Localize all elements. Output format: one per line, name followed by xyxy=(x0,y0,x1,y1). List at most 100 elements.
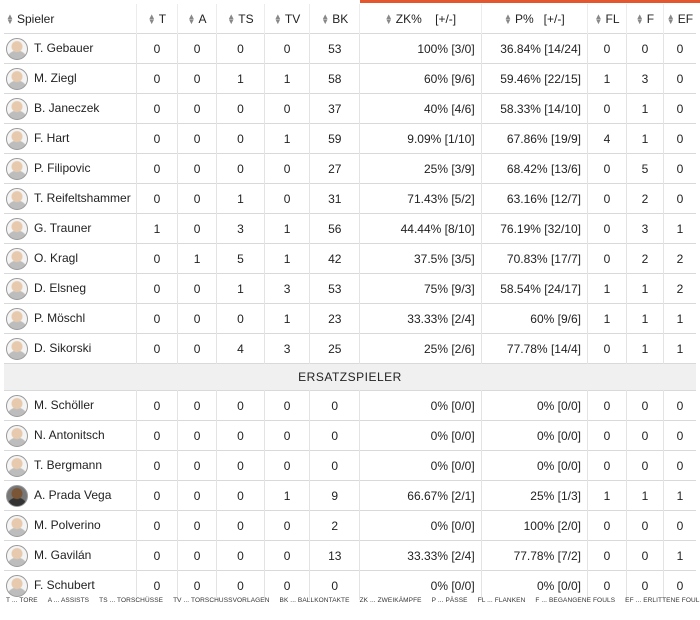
player-cell[interactable]: F. Hart xyxy=(4,123,137,154)
player-name: M. Ziegl xyxy=(34,70,77,85)
player-cell[interactable]: N. Antonitsch xyxy=(4,420,137,451)
stat-ef: 0 xyxy=(663,93,696,124)
avatar xyxy=(6,394,28,417)
table-row[interactable]: N. Antonitsch 0 0 0 0 0 0% [0/0] 0% [0/0] 0 0 0 xyxy=(4,420,696,451)
stat-ts: 0 xyxy=(216,450,265,481)
table-row[interactable]: D. Elsneg 0 0 1 3 53 75% [9/3] 58.54% [24/17] 1 1… xyxy=(4,273,696,304)
stat-f: 3 xyxy=(626,213,664,244)
player-cell[interactable]: B. Janeczek xyxy=(4,93,137,124)
table-row[interactable]: A. Prada Vega 0 0 0 1 9 66.67% [2/1] 25% [1/3] 1… xyxy=(4,480,696,511)
player-cell[interactable]: M. Ziegl xyxy=(4,63,137,94)
col-header-ts[interactable]: ▲ ▼ TS xyxy=(216,4,265,34)
player-name: T. Bergmann xyxy=(34,457,103,472)
stat-zk: 40% [4/6] xyxy=(359,93,482,124)
stat-ts: 0 xyxy=(216,570,265,600)
table-row[interactable]: T. Reifeltshammer 0 0 1 0 31 71.43% [5/2] 63.16… xyxy=(4,183,696,214)
player-cell[interactable]: D. Sikorski xyxy=(4,333,137,364)
stat-t: 0 xyxy=(136,390,179,421)
table-row[interactable]: G. Trauner 1 0 3 1 56 44.44% [8/10] 76.19% [32/… xyxy=(4,213,696,244)
table-row[interactable]: M. Ziegl 0 0 1 1 58 60% [9/6] 59.46% [22/15] 1 3 0 xyxy=(4,63,696,94)
player-cell[interactable]: O. Kragl xyxy=(4,243,137,274)
legend-item: A ... ASSISTS xyxy=(47,597,90,604)
table-row[interactable]: O. Kragl 0 1 5 1 42 37.5% [3/5] 70.83% [17/7] 0 2… xyxy=(4,243,696,274)
col-header-bk[interactable]: ▲ ▼ BK xyxy=(309,4,361,34)
stat-ef: 1 xyxy=(663,333,696,364)
stat-a: 0 xyxy=(177,510,218,541)
stat-ef: 1 xyxy=(663,213,696,244)
stat-ef: 2 xyxy=(663,243,696,274)
stat-ts: 0 xyxy=(216,93,265,124)
legend-item: FL ... FLANKEN xyxy=(477,597,526,604)
player-cell[interactable]: G. Trauner xyxy=(4,213,137,244)
col-header-spieler[interactable]: ▲ ▼ Spieler xyxy=(4,4,137,34)
stat-zk: 25% [2/6] xyxy=(359,333,482,364)
col-header-ef[interactable]: ▲ ▼ EF xyxy=(666,11,694,27)
stat-bk: 37 xyxy=(309,93,361,124)
stat-bk: 2 xyxy=(309,510,361,541)
stat-p: 60% [9/6] xyxy=(481,303,588,334)
table-row[interactable]: P. Möschl 0 0 0 1 23 33.33% [2/4] 60% [9/6] 1 1 1 xyxy=(4,303,696,334)
stat-ef: 2 xyxy=(663,273,696,304)
stat-ts: 0 xyxy=(216,480,265,511)
player-cell[interactable]: T. Bergmann xyxy=(4,450,137,481)
stat-t: 0 xyxy=(136,63,179,94)
player-cell[interactable]: M. Gavilán xyxy=(4,540,137,571)
stat-ts: 0 xyxy=(216,540,265,571)
table-row[interactable]: T. Bergmann 0 0 0 0 0 0% [0/0] 0% [0/0] 0 0 0 xyxy=(4,450,696,481)
stat-zk: 71.43% [5/2] xyxy=(359,183,482,214)
player-cell[interactable]: A. Prada Vega xyxy=(4,480,137,511)
stat-f: 1 xyxy=(626,333,664,364)
stat-fl: 0 xyxy=(587,243,628,274)
table-row[interactable]: M. Schöller 0 0 0 0 0 0% [0/0] 0% [0/0] 0 0 0 xyxy=(4,390,696,421)
stat-t: 0 xyxy=(136,510,179,541)
table-row[interactable]: T. Gebauer 0 0 0 0 53 100% [3/0] 36.84% [14/24]… xyxy=(4,33,696,64)
stat-tv: 1 xyxy=(264,480,311,511)
stat-bk: 0 xyxy=(309,450,361,481)
stat-p: 0% [0/0] xyxy=(481,420,588,451)
col-header-zk[interactable]: ▲ ▼ ZK% [+/-] xyxy=(359,4,482,34)
col-header-a[interactable]: ▲ ▼ A xyxy=(177,4,218,34)
stat-ts: 0 xyxy=(216,123,265,154)
col-header-fl[interactable]: ▲ ▼ FL xyxy=(587,4,628,34)
table-row[interactable]: M. Gavilán 0 0 0 0 13 33.33% [2/4] 77.78% [7/2]… xyxy=(4,540,696,571)
stat-f: 0 xyxy=(626,390,664,421)
stat-p: 25% [1/3] xyxy=(481,480,588,511)
player-cell[interactable]: F. Schubert xyxy=(4,570,137,600)
player-cell[interactable]: M. Schöller xyxy=(4,390,137,421)
col-header-p[interactable]: ▲ ▼ P% [+/-] xyxy=(481,4,588,34)
table-row[interactable]: D. Sikorski 0 0 4 3 25 25% [2/6] 77.78% [14/4] 0… xyxy=(4,333,696,364)
table-row[interactable]: P. Filipovic 0 0 0 0 27 25% [3/9] 68.42% [13/6]… xyxy=(4,153,696,184)
col-header-tv[interactable]: ▲ ▼ TV xyxy=(264,4,311,34)
stat-bk: 58 xyxy=(309,63,361,94)
player-cell[interactable]: M. Polverino xyxy=(4,510,137,541)
stat-bk: 0 xyxy=(309,390,361,421)
stat-f: 0 xyxy=(626,540,664,571)
stat-ef: 0 xyxy=(663,153,696,184)
stat-fl: 0 xyxy=(587,93,628,124)
table-row[interactable]: M. Polverino 0 0 0 0 2 0% [0/0] 100% [2/0] 0 0 0 xyxy=(4,510,696,541)
stat-p: 63.16% [12/7] xyxy=(481,183,588,214)
player-cell[interactable]: D. Elsneg xyxy=(4,273,137,304)
stat-p: 0% [0/0] xyxy=(481,390,588,421)
legend-item: TS ... TORSCHÜSSE xyxy=(99,597,164,604)
player-stats-table: ▲ ▼ Spieler ▲ ▼ T ▲ ▼ A ▲ ▼ TS ▲ ▼ TV ▲ ▼ BK ▲ ▼ ZK% [… xyxy=(4,4,696,600)
table-row[interactable]: F. Schubert 0 0 0 0 0 0% [0/0] 0% [0/0] 0 0 0 xyxy=(4,570,696,600)
player-cell[interactable]: P. Filipovic xyxy=(4,153,137,184)
stat-fl: 0 xyxy=(587,540,628,571)
stat-fl: 1 xyxy=(587,273,628,304)
stat-f: 5 xyxy=(626,153,664,184)
table-row[interactable]: B. Janeczek 0 0 0 0 37 40% [4/6] 58.33% [14/10]… xyxy=(4,93,696,124)
stat-ef: 0 xyxy=(663,390,696,421)
stat-t: 0 xyxy=(136,243,179,274)
player-cell[interactable]: P. Möschl xyxy=(4,303,137,334)
player-cell[interactable]: T. Gebauer xyxy=(4,33,137,64)
stat-p: 58.33% [14/10] xyxy=(481,93,588,124)
player-cell[interactable]: T. Reifeltshammer xyxy=(4,183,137,214)
table-row[interactable]: F. Hart 0 0 0 1 59 9.09% [1/10] 67.86% [19/9] 4 1… xyxy=(4,123,696,154)
avatar xyxy=(6,484,28,507)
stat-f: 1 xyxy=(626,480,664,511)
stat-p: 36.84% [14/24] xyxy=(481,33,588,64)
col-header-t[interactable]: ▲ ▼ T xyxy=(136,4,179,34)
stat-ts: 1 xyxy=(216,273,265,304)
col-header-f[interactable]: ▲ ▼ F xyxy=(626,4,664,34)
